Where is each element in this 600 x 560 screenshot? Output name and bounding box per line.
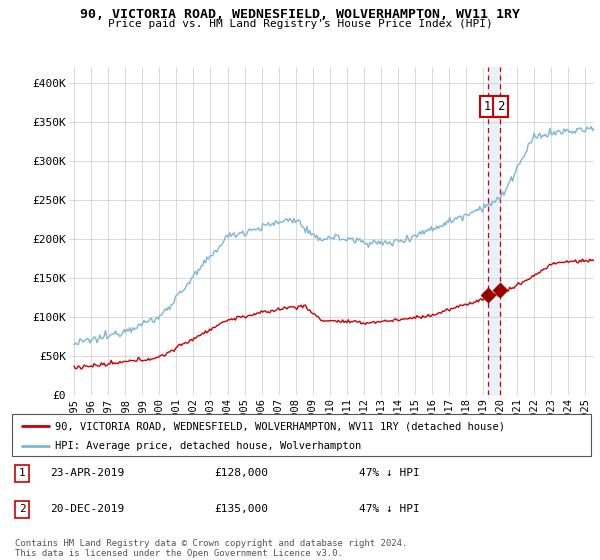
Text: 23-APR-2019: 23-APR-2019 <box>50 468 124 478</box>
Text: 47% ↓ HPI: 47% ↓ HPI <box>359 468 420 478</box>
Text: 90, VICTORIA ROAD, WEDNESFIELD, WOLVERHAMPTON, WV11 1RY (detached house): 90, VICTORIA ROAD, WEDNESFIELD, WOLVERHA… <box>55 421 505 431</box>
Text: 1: 1 <box>484 100 491 113</box>
Text: 1: 1 <box>19 468 26 478</box>
Text: Contains HM Land Registry data © Crown copyright and database right 2024.
This d: Contains HM Land Registry data © Crown c… <box>15 539 407 558</box>
Bar <box>488 67 500 395</box>
Text: 20-DEC-2019: 20-DEC-2019 <box>50 505 124 515</box>
Text: 90, VICTORIA ROAD, WEDNESFIELD, WOLVERHAMPTON, WV11 1RY: 90, VICTORIA ROAD, WEDNESFIELD, WOLVERHA… <box>80 8 520 21</box>
Text: 2: 2 <box>497 100 505 113</box>
Text: 2: 2 <box>19 505 26 515</box>
Text: £128,000: £128,000 <box>215 468 269 478</box>
FancyBboxPatch shape <box>12 414 591 456</box>
Text: 47% ↓ HPI: 47% ↓ HPI <box>359 505 420 515</box>
Text: £135,000: £135,000 <box>215 505 269 515</box>
Text: HPI: Average price, detached house, Wolverhampton: HPI: Average price, detached house, Wolv… <box>55 441 362 451</box>
Text: Price paid vs. HM Land Registry's House Price Index (HPI): Price paid vs. HM Land Registry's House … <box>107 19 493 29</box>
